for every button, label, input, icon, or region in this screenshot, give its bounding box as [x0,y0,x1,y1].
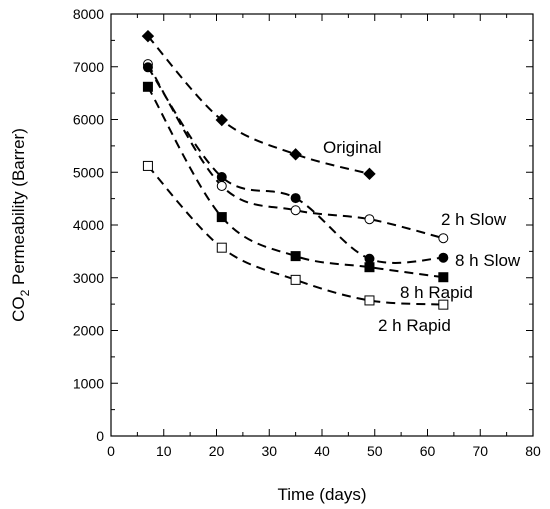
marker-8h-rapid [364,262,375,273]
x-tick-label: 0 [107,443,115,459]
axis-ticks [110,13,534,437]
marker-8h-rapid [290,251,301,262]
marker-2h-rapid [216,242,227,253]
marker-8h-slow [438,252,449,263]
x-axis-label: Time (days) [277,485,366,504]
y-tick-label: 7000 [73,59,104,75]
y-tick-label: 2000 [73,323,104,339]
series-curve [147,66,444,264]
x-tick-label: 60 [420,443,436,459]
x-tick-label: 20 [209,443,225,459]
y-tick-label: 6000 [73,112,104,128]
marker-8h-slow [142,62,153,73]
series-markers [141,29,449,310]
y-tick-label: 1000 [73,375,104,391]
series-label: 8 h Rapid [400,283,473,302]
marker-2h-slow [216,180,227,191]
series-labels: Original 2 h Slow 8 h Slow 8 h Rapid 2 h Rap… [323,138,521,335]
marker-original [141,29,155,43]
y-tick-label: 3000 [73,270,104,286]
marker-original [215,113,228,127]
marker-8h-rapid [142,81,153,92]
marker-2h-rapid [142,160,153,171]
marker-8h-rapid [216,212,227,223]
y-axis-label-subscript: 2 [18,289,32,296]
series-curve [147,86,444,279]
marker-2h-slow [364,214,375,225]
series-curves [147,35,444,306]
y-axis-label-main: CO [9,296,28,322]
x-tick-label: 10 [156,443,172,459]
series-label: 2 h Rapid [378,316,451,335]
x-tick-label: 80 [525,443,541,459]
marker-8h-slow [364,253,375,264]
marker-2h-slow [290,205,301,216]
y-axis-label: CO2 Permeability (Barrer) [9,128,32,322]
series-label: 8 h Slow [455,251,521,270]
marker-2h-rapid [290,274,301,285]
x-tick-label: 70 [472,443,488,459]
marker-8h-rapid [438,272,449,283]
marker-8h-slow [290,193,301,204]
series-curve [147,35,370,175]
series-label: Original [323,138,382,157]
series-label: 2 h Slow [441,210,507,229]
marker-2h-rapid [364,295,375,306]
x-tick-label: 40 [314,443,330,459]
x-tick-label: 50 [367,443,383,459]
y-tick-label: 0 [96,428,104,444]
y-tick-label: 5000 [73,164,104,180]
series-curve [147,63,444,240]
x-tick-label: 30 [261,443,277,459]
y-tick-label: 8000 [73,6,104,22]
tick-labels: 0 10 20 30 40 50 60 70 80 0 1000 2000 3000 4000 5000 60… [73,6,541,459]
marker-original [289,148,302,161]
marker-2h-slow [438,233,449,244]
marker-8h-slow [216,171,227,182]
marker-2h-rapid [438,299,449,310]
y-axis-label-rest: Permeability (Barrer) [9,128,28,290]
y-tick-label: 4000 [73,217,104,233]
marker-original [363,167,376,181]
